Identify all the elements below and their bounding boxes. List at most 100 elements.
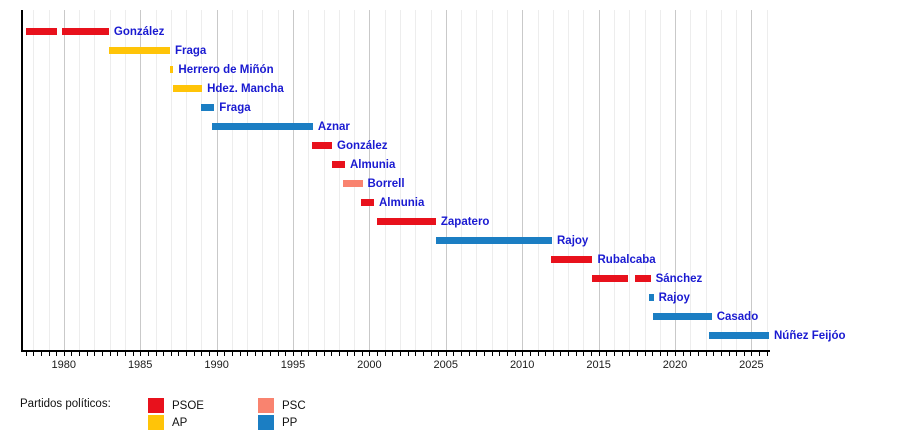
bar-label: Fraga [219, 101, 251, 114]
axis-tick [552, 352, 554, 356]
gridline-2012 [552, 10, 554, 351]
axis-tick [147, 352, 149, 356]
y-axis-line [21, 10, 23, 352]
gridline-1981 [79, 10, 81, 351]
timeline-bar-segment [173, 85, 203, 92]
legend-item-ap: AP [148, 415, 187, 430]
axis-tick [323, 352, 325, 356]
axis-tick [491, 352, 493, 356]
axis-tick [338, 352, 340, 356]
axis-tick [109, 352, 111, 356]
axis-tick-label: 2010 [509, 359, 535, 371]
timeline-bar-segment [312, 142, 332, 149]
axis-tick [407, 352, 409, 356]
bar-label: Núñez Feijóo [774, 329, 846, 342]
gridline-1985 [140, 10, 142, 351]
bar-label: Hdez. Mancha [207, 82, 284, 95]
gridline-1982 [94, 10, 96, 351]
bar-label: Sánchez [655, 272, 703, 285]
axis-tick-label: 2015 [586, 359, 611, 371]
gridline-2011 [537, 10, 539, 351]
axis-tick [659, 352, 661, 356]
axis-tick [224, 352, 226, 356]
gridline-2021 [690, 10, 692, 351]
gridline-1990 [216, 10, 218, 351]
legend-item-label: PSC [282, 399, 306, 412]
gridline-2024 [736, 10, 738, 351]
bar-label: Aznar [317, 120, 350, 133]
axis-tick [560, 352, 562, 356]
axis-tick [71, 352, 73, 356]
axis-tick [545, 352, 547, 356]
gridline-1986 [155, 10, 157, 351]
gridline-2003 [415, 10, 417, 351]
gridline-1987 [170, 10, 172, 351]
axis-tick [652, 352, 654, 356]
gridline-1984 [124, 10, 126, 351]
axis-tick [79, 352, 81, 356]
axis-tick [629, 352, 631, 356]
axis-tick [583, 352, 585, 356]
gridline-2007 [476, 10, 478, 351]
axis-tick [392, 352, 394, 356]
axis-tick [308, 352, 310, 356]
axis-tick-label: 2025 [739, 359, 764, 371]
gridline-1988 [186, 10, 187, 351]
timeline-bar-segment [649, 294, 654, 301]
axis-tick [422, 352, 424, 356]
axis-tick [751, 352, 753, 356]
axis-tick [636, 352, 638, 356]
timeline-bar-segment [708, 332, 769, 339]
bar-label: Almunia [350, 158, 396, 171]
gridline-2026 [766, 10, 768, 351]
bar-label: Borrell [367, 177, 405, 190]
axis-tick [117, 352, 119, 356]
axis-tick [445, 352, 447, 356]
gridline-2015 [598, 10, 600, 351]
gridline-2002 [400, 10, 401, 351]
axis-tick [132, 352, 134, 356]
legend-item-label: AP [172, 416, 188, 429]
axis-tick-label: 2005 [433, 359, 459, 371]
gridline-1995 [293, 10, 294, 351]
legend-title: Partidos políticos: [20, 398, 111, 410]
axis-tick [40, 352, 42, 356]
gridline-2018 [644, 10, 646, 351]
timeline-bar-segment [652, 313, 712, 320]
axis-tick [262, 352, 264, 356]
axis-tick [186, 352, 187, 356]
gridline-1997 [323, 10, 325, 351]
axis-tick [743, 352, 745, 356]
axis-tick [140, 352, 142, 356]
axis-tick [468, 352, 470, 356]
axis-tick [178, 352, 180, 356]
axis-tick [239, 352, 241, 356]
gridline-1979 [48, 10, 50, 351]
axis-tick [163, 352, 165, 356]
timeline-bar-segment [377, 218, 436, 225]
axis-tick [484, 352, 485, 356]
bar-label: González [113, 25, 165, 38]
timeline-bar-segment [108, 47, 170, 54]
axis-tick [713, 352, 715, 356]
axis-tick [415, 352, 417, 356]
axis-tick [568, 352, 570, 356]
axis-tick [331, 352, 333, 356]
gridline-1978 [33, 10, 35, 351]
axis-tick [697, 352, 699, 356]
gridline-2020 [675, 10, 676, 351]
axis-tick [354, 352, 356, 356]
axis-tick [270, 352, 272, 356]
x-axis-line [21, 350, 770, 352]
axis-tick [102, 352, 103, 356]
axis-tick [613, 352, 615, 356]
gridline-1996 [308, 10, 310, 351]
axis-tick [430, 352, 432, 356]
gridline-2017 [629, 10, 631, 351]
legend-color-swatch [258, 415, 274, 430]
gridline-2004 [430, 10, 432, 351]
gridline-1983 [109, 10, 111, 351]
legend-color-swatch [148, 398, 164, 413]
gridline-1980 [63, 10, 65, 351]
axis-tick [155, 352, 157, 356]
